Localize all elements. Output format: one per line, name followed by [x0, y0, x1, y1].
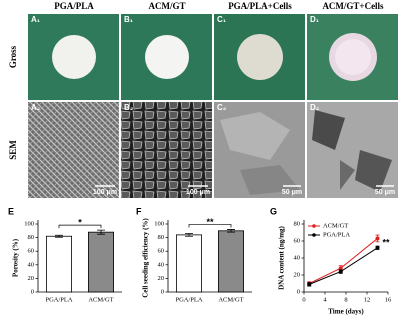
y-tick-label: 100 — [154, 220, 164, 227]
error-bar — [55, 234, 63, 238]
y-tick-label: 60 — [158, 248, 165, 255]
scale-label: 100 μm — [93, 189, 117, 196]
y-axis-label: Porosity (%) — [12, 238, 20, 277]
row-label: SEM — [8, 140, 18, 160]
sem-photo — [28, 102, 119, 198]
sem-photo — [307, 102, 398, 198]
gross-photo — [28, 14, 119, 100]
x-axis-label: Time (days) — [328, 308, 364, 316]
gross-photo — [214, 14, 305, 100]
y-tick-label: 60 — [294, 237, 301, 244]
bar — [217, 230, 244, 293]
point — [375, 245, 380, 250]
scale-label: 50 μm — [375, 189, 395, 196]
y-axis-label: DNA content (ng/mg) — [278, 225, 286, 289]
x-tick-label: 8 — [344, 296, 347, 303]
y-tick-label: 80 — [158, 234, 165, 241]
x-tick-label: PGA/PLA — [45, 296, 72, 303]
panel-label: A₂ — [31, 103, 41, 112]
y-tick-label: 80 — [294, 220, 301, 227]
y-tick-label: 0 — [297, 288, 300, 295]
significance-bracket — [58, 224, 102, 229]
column-header: PGA/PLA+Cells — [228, 1, 292, 11]
panel-letter: F — [136, 206, 142, 216]
error-bar — [227, 229, 235, 233]
panel-label: C₂ — [217, 103, 227, 112]
x-tick-label: 12 — [364, 296, 371, 303]
x-tick-label: 4 — [323, 296, 327, 303]
panel-label: A₁ — [31, 15, 41, 24]
y-tick-label: 100 — [24, 220, 34, 227]
bar — [175, 234, 202, 293]
panel-label: D₁ — [310, 15, 320, 24]
gross-photo — [121, 14, 212, 100]
panel-label: B₁ — [124, 15, 134, 24]
significance-label: ** — [206, 217, 214, 227]
bar — [88, 231, 115, 293]
x-tick-label: 0 — [302, 296, 305, 303]
panel-letter: G — [270, 206, 277, 216]
error-bar — [97, 229, 105, 235]
legend-marker — [312, 224, 316, 228]
y-tick-label: 0 — [31, 288, 34, 295]
x-tick-label: ACM/GT — [88, 296, 113, 303]
y-tick-label: 40 — [158, 261, 165, 268]
gross-photo — [307, 14, 398, 100]
y-tick-label: 20 — [294, 271, 301, 278]
bar — [46, 235, 73, 293]
sem-photo — [214, 102, 305, 198]
panel-label: B₂ — [124, 103, 134, 112]
point — [338, 269, 343, 274]
y-tick-label: 40 — [294, 254, 301, 261]
sem-photo — [121, 102, 212, 198]
panel-letter: E — [8, 206, 14, 216]
panel-label: C₁ — [217, 15, 227, 24]
legend-marker — [312, 233, 316, 237]
x-tick-label: ACM/GT — [218, 296, 243, 303]
y-tick-label: 40 — [28, 261, 35, 268]
x-tick-label: PGA/PLA — [175, 296, 202, 303]
significance-label: ** — [383, 238, 391, 248]
scale-label: 50 μm — [282, 189, 302, 196]
y-axis-label: Cell seeding efficiency (%) — [142, 218, 150, 298]
significance-bracket — [188, 224, 232, 228]
point — [307, 282, 312, 287]
scale-label: 100 μm — [186, 189, 210, 196]
column-header: ACM/GT+Cells — [322, 1, 384, 11]
y-tick-label: 80 — [28, 234, 35, 241]
point — [338, 266, 343, 271]
x-tick-label: 16 — [385, 296, 392, 303]
panel-label: D₂ — [310, 103, 320, 112]
series-line — [309, 238, 378, 284]
point — [375, 236, 380, 241]
row-label: Gross — [8, 45, 18, 68]
y-tick-label: 0 — [161, 288, 164, 295]
y-tick-label: 20 — [28, 275, 35, 282]
error-bar — [185, 233, 193, 237]
legend-label: ACM/GT — [323, 222, 348, 229]
column-header: ACM/GT — [149, 1, 186, 11]
column-header: PGA/PLA — [54, 1, 94, 11]
y-tick-label: 20 — [158, 275, 165, 282]
y-tick-label: 60 — [28, 248, 35, 255]
significance-label: * — [78, 217, 82, 227]
legend-label: PGA/PLA — [323, 231, 350, 238]
